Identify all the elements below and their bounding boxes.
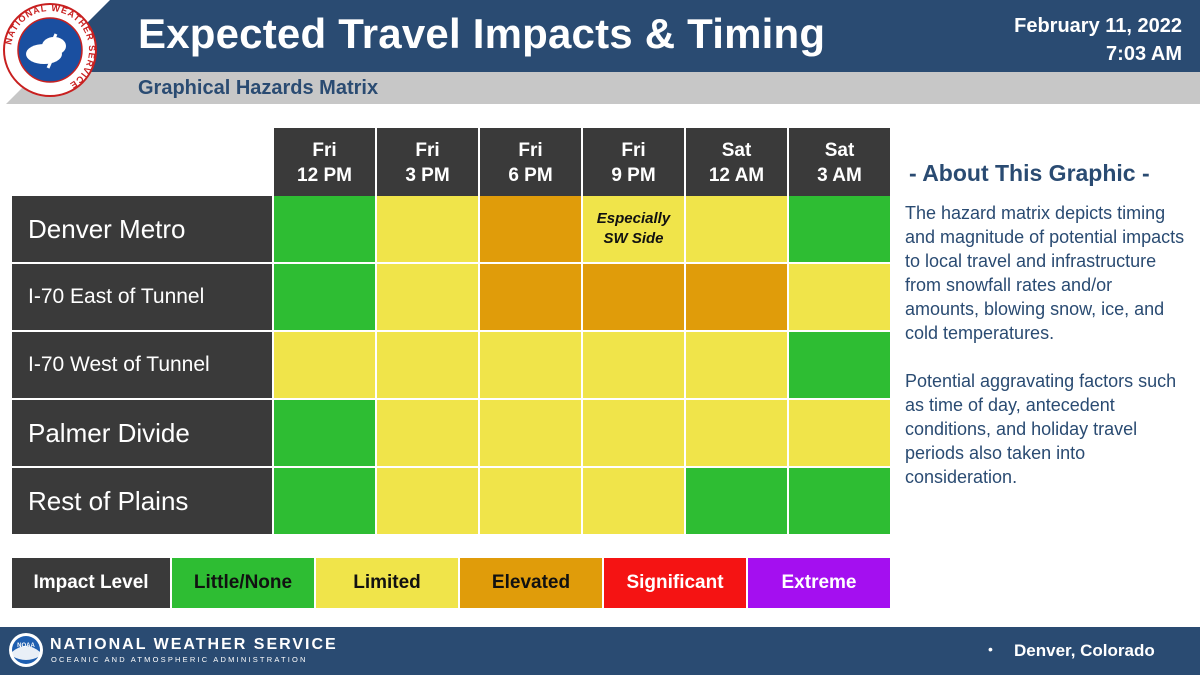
matrix-cell-limited — [789, 400, 892, 468]
header-bar — [0, 0, 1200, 72]
matrix-cell-limited — [377, 264, 480, 332]
footer-bar — [0, 627, 1200, 675]
column-time: 3 AM — [817, 165, 862, 186]
column-day: Fri — [621, 140, 646, 161]
matrix-cell-little — [789, 332, 892, 400]
noaa-logo-text: NOAA — [17, 643, 35, 649]
matrix-cell-little — [274, 400, 377, 468]
about-title: - About This Graphic - — [909, 160, 1150, 186]
matrix-cell-little — [274, 468, 377, 536]
matrix-cell-limited — [480, 468, 583, 536]
matrix-cell-limited — [377, 196, 480, 264]
matrix-cell-limited: Especially SW Side — [583, 196, 686, 264]
issue-date: February 11, 2022 — [1014, 15, 1182, 37]
noaa-logo-icon: NOAA — [9, 633, 43, 667]
matrix-cell-little — [274, 264, 377, 332]
matrix-cell-limited — [377, 332, 480, 400]
matrix-cell-little — [274, 196, 377, 264]
matrix-cell-limited — [686, 332, 789, 400]
impact-legend: Impact Level Little/None Limited Elevated S… — [12, 558, 892, 608]
matrix-cell-limited — [686, 196, 789, 264]
column-header: Fri 12 PM — [274, 128, 377, 196]
matrix-cell-little — [789, 196, 892, 264]
column-day: Fri — [518, 140, 543, 161]
legend-item-limited: Limited — [316, 558, 460, 608]
legend-label: Impact Level — [12, 558, 172, 608]
column-header: Sat 3 AM — [789, 128, 892, 196]
matrix-cell-limited — [789, 264, 892, 332]
matrix-cell-elevated — [480, 264, 583, 332]
matrix-cell-limited — [583, 468, 686, 536]
row-header: Palmer Divide — [12, 400, 272, 468]
footer-sub: OCEANIC AND ATMOSPHERIC ADMINISTRATION — [51, 655, 308, 664]
footer-location-text: Denver, Colorado — [1014, 641, 1155, 660]
issue-datetime: February 11, 2022 7:03 AM — [1014, 12, 1182, 68]
column-header: Fri 6 PM — [480, 128, 583, 196]
matrix-cell-limited — [686, 400, 789, 468]
legend-item-extreme: Extreme — [748, 558, 892, 608]
matrix-cell-limited — [583, 400, 686, 468]
row-header: Denver Metro — [12, 196, 272, 264]
column-time: 12 PM — [297, 165, 352, 186]
matrix-cell-limited — [480, 332, 583, 400]
row-header: I-70 West of Tunnel — [12, 332, 272, 400]
column-header: Fri 3 PM — [377, 128, 480, 196]
matrix-cell-little — [686, 468, 789, 536]
column-header: Fri 9 PM — [583, 128, 686, 196]
matrix-cell-little — [789, 468, 892, 536]
page-subtitle: Graphical Hazards Matrix — [138, 77, 379, 99]
matrix-cell-limited — [377, 400, 480, 468]
matrix-cell-limited — [274, 332, 377, 400]
matrix-cell-limited — [377, 468, 480, 536]
column-time: 9 PM — [611, 165, 656, 186]
legend-item-significant: Significant — [604, 558, 748, 608]
about-panel: - About This Graphic - The hazard matrix… — [905, 160, 1190, 513]
column-day: Fri — [312, 140, 337, 161]
subtitle-bar — [0, 72, 1200, 104]
about-text: The hazard matrix depicts timing and mag… — [905, 201, 1190, 489]
issue-time: 7:03 AM — [1106, 43, 1182, 65]
cell-note: Especially SW Side — [596, 210, 671, 247]
page-title: Expected Travel Impacts & Timing — [138, 10, 826, 57]
matrix-cell-elevated — [686, 264, 789, 332]
legend-item-little: Little/None — [172, 558, 316, 608]
matrix-cell-limited — [583, 332, 686, 400]
matrix-cell-elevated — [583, 264, 686, 332]
nws-logo-icon: NATIONAL WEATHER SERVICE — [0, 0, 110, 110]
about-paragraph: The hazard matrix depicts timing and mag… — [905, 203, 1185, 343]
column-day: Sat — [824, 140, 855, 161]
column-time: 6 PM — [508, 165, 553, 186]
footer-org: NATIONAL WEATHER SERVICE — [50, 636, 338, 653]
matrix-cell-elevated — [480, 196, 583, 264]
column-time: 12 AM — [708, 165, 765, 186]
legend-item-elevated: Elevated — [460, 558, 604, 608]
column-time: 3 PM — [405, 165, 450, 186]
column-day: Fri — [415, 140, 440, 161]
column-day: Sat — [721, 140, 752, 161]
about-paragraph: Potential aggravating factors such as ti… — [905, 371, 1177, 487]
column-header: Sat 12 AM — [686, 128, 789, 196]
row-header: I-70 East of Tunnel — [12, 264, 272, 332]
footer-bullet: • — [988, 641, 993, 657]
matrix-cell-limited — [480, 400, 583, 468]
footer-location: Denver, Colorado — [990, 641, 1155, 661]
row-header: Rest of Plains — [12, 468, 272, 536]
